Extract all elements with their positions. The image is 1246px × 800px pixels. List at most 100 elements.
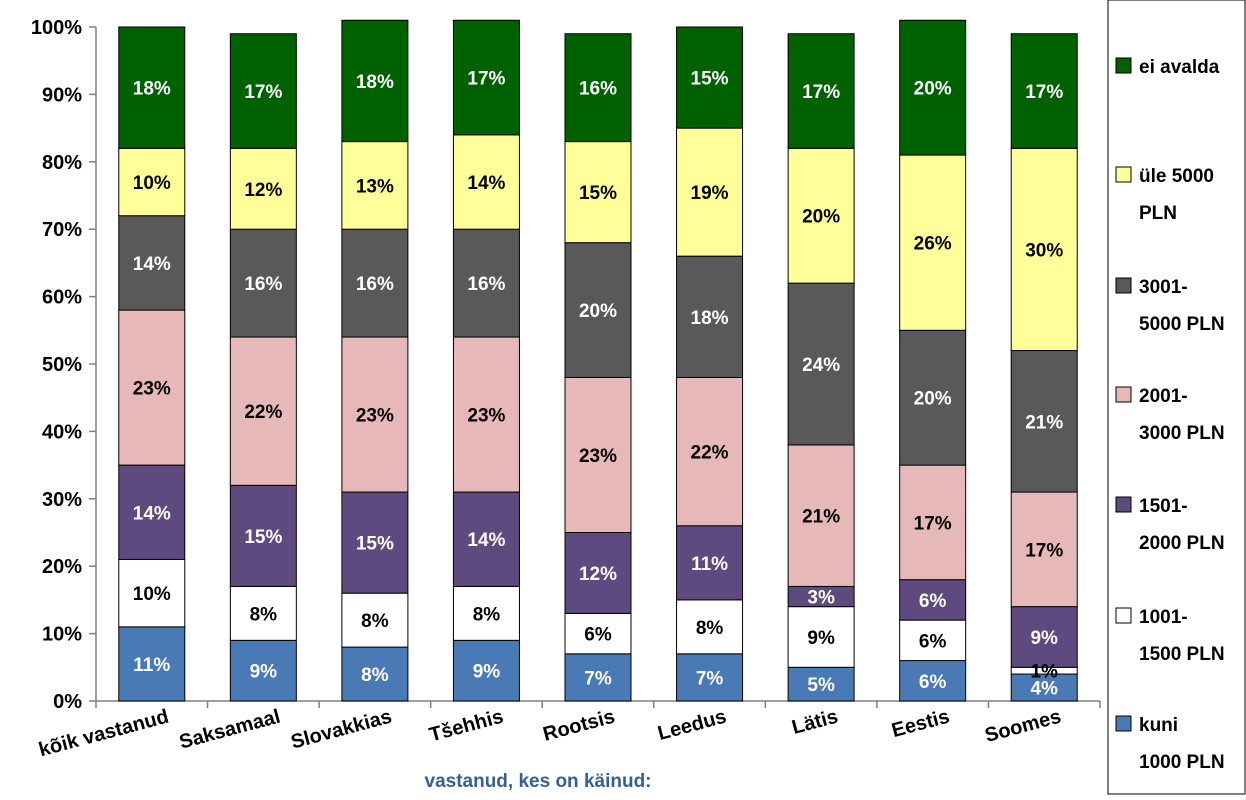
legend-label: 1500 PLN [1139, 644, 1225, 665]
bar-segment [229, 147, 297, 230]
data-label: 5% [807, 675, 835, 696]
bar-segment [899, 19, 967, 156]
bar-segment [229, 228, 297, 338]
x-tick-label: Leedus [656, 706, 729, 745]
bar-segment [787, 606, 855, 668]
x-tick-label: Tšehhis [427, 706, 506, 747]
data-label: 18% [133, 79, 171, 100]
bar-segment [118, 147, 186, 217]
legend-swatch [1115, 277, 1132, 294]
bar-segment [564, 242, 632, 378]
legend-swatch [1115, 57, 1132, 74]
data-label: 15% [579, 183, 617, 204]
data-label: 4% [1030, 679, 1058, 700]
data-label: 9% [807, 628, 835, 649]
bar-segment [1010, 33, 1078, 149]
data-label: 24% [802, 355, 840, 376]
data-label: 11% [133, 655, 170, 676]
x-tick-label: Saksamaal [177, 706, 283, 754]
x-tick-label: Rootsis [541, 706, 618, 746]
data-label: 8% [473, 604, 501, 625]
bar-segment [452, 336, 520, 493]
bar-segment [899, 579, 967, 621]
y-tick-label: 30% [42, 489, 82, 511]
data-label: 18% [356, 72, 394, 93]
bar-segment [452, 19, 520, 136]
x-tick-label: Slovakkias [289, 706, 395, 754]
data-label: 7% [584, 668, 612, 689]
legend-swatch [1115, 607, 1132, 624]
legend-label: 1000 PLN [1139, 752, 1225, 773]
bar-segment [118, 558, 186, 628]
data-label: 16% [467, 274, 505, 295]
bar-segment [1010, 350, 1078, 493]
y-tick-label: 80% [42, 152, 82, 174]
data-label: 12% [244, 180, 282, 201]
data-label: 20% [579, 301, 617, 322]
data-label: 9% [473, 662, 501, 683]
bar-segment [564, 376, 632, 534]
bar-segment [676, 26, 744, 129]
y-tick-label: 40% [42, 421, 82, 443]
y-tick-label: 10% [42, 624, 82, 646]
bars: 11% 10% 14% 23% 14% 10% 18% 9% 8% 15% 22% 16% 12% 17%… [118, 19, 1078, 702]
bar-segment [1010, 491, 1078, 608]
legend-label: 1501- [1139, 496, 1188, 517]
y-tick-label: 50% [42, 354, 82, 376]
bar-segment [229, 585, 297, 641]
legend-label: kuni [1139, 715, 1178, 736]
data-label: 22% [244, 402, 282, 423]
legend-label: 3001- [1139, 277, 1188, 298]
bar-segment [452, 134, 520, 230]
legend: ei avalda üle 5000 PLN 3001- 5000 PLN 2001- 30… [1107, 0, 1246, 795]
bar-segment [564, 33, 632, 143]
y-tick-label: 60% [42, 287, 82, 309]
data-label: 23% [356, 406, 394, 427]
data-label: 6% [584, 625, 612, 646]
bar-segment [118, 464, 186, 560]
data-label: 22% [691, 443, 729, 464]
legend-swatch [1115, 166, 1132, 183]
data-label: 17% [1025, 540, 1063, 561]
data-label: 23% [579, 446, 617, 467]
bar-segment [118, 309, 186, 466]
data-label: 14% [133, 254, 171, 275]
data-label: 14% [467, 173, 505, 194]
bar-segment [899, 619, 967, 662]
bar-segment [229, 33, 297, 149]
data-label: 20% [914, 389, 952, 410]
data-label: 15% [691, 69, 729, 90]
data-label: 23% [133, 379, 171, 400]
legend-label: 2001- [1139, 386, 1188, 407]
data-label: 8% [361, 611, 389, 632]
bar-segment [787, 282, 855, 446]
data-label: 21% [802, 507, 840, 528]
x-tick-label: kõik vastanud [37, 706, 172, 762]
data-label: 15% [244, 527, 282, 548]
data-label: 17% [467, 69, 505, 90]
bar-segment [341, 141, 409, 230]
data-label: 19% [691, 183, 729, 204]
data-label: 6% [919, 672, 947, 693]
y-tick-label: 0% [53, 691, 82, 713]
data-label: 8% [361, 665, 389, 686]
bar-segment [564, 532, 632, 614]
y-tick-label: 100% [31, 17, 82, 39]
data-label: 21% [1025, 412, 1063, 433]
bar-segment [676, 599, 744, 655]
x-axis-tick-labels: kõik vastanud Saksamaal Slovakkias Tšehhis R… [37, 706, 1064, 762]
bar-segment [229, 639, 297, 702]
data-label: 17% [802, 82, 840, 103]
bar-segment [1010, 673, 1078, 702]
bar-segment [899, 154, 967, 331]
x-tick-label: Soomes [983, 706, 1064, 747]
data-label: 11% [691, 554, 728, 575]
bar-segment [1010, 147, 1078, 352]
y-tick-label: 90% [42, 84, 82, 106]
data-label: 16% [356, 274, 394, 295]
data-label: 8% [696, 618, 724, 639]
bar-segment [676, 127, 744, 257]
bar-segment [118, 26, 186, 149]
